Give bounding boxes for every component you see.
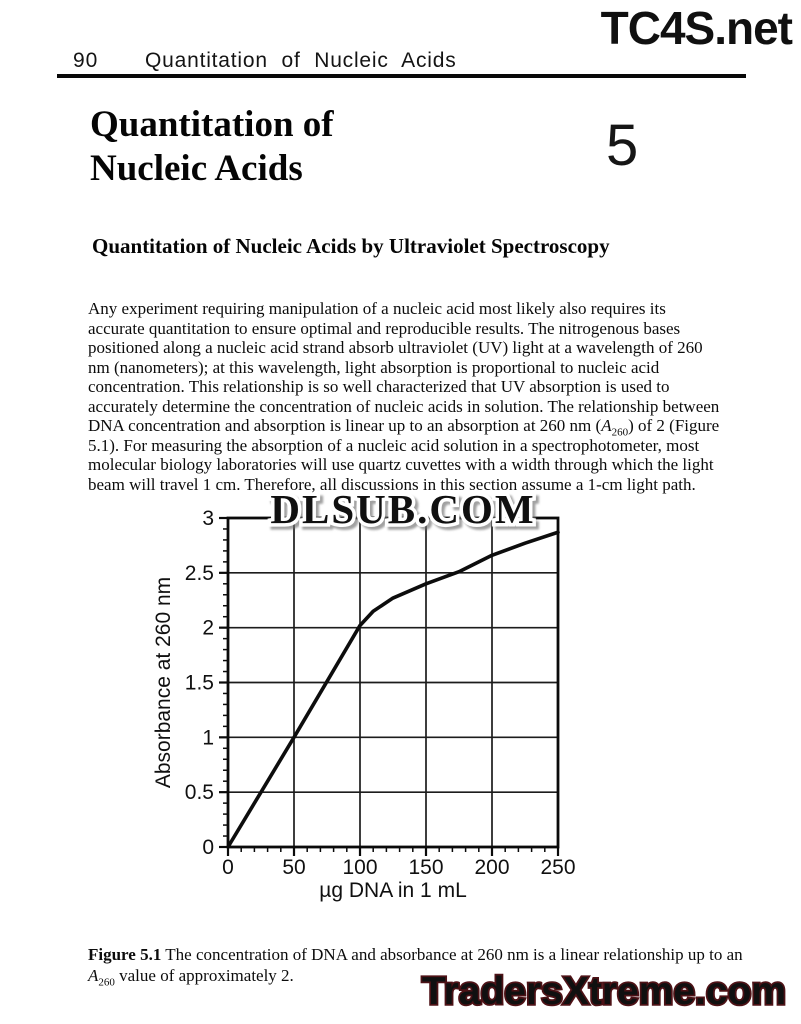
figure-caption: Figure 5.1 The concentration of DNA and … [88, 944, 744, 989]
data-line [226, 530, 560, 849]
watermark-top: TC4S.net [601, 2, 794, 54]
figure-label: Figure 5.1 [88, 945, 162, 964]
y-tick-label: 2 [202, 617, 214, 640]
page-number: 90 [73, 49, 99, 72]
y-tick-label: 3 [202, 507, 214, 530]
watermark-bottom-text: TradersXtreme.com [422, 970, 786, 1013]
chapter-title: Quantitation of Nucleic Acids [90, 103, 334, 191]
y-tick-label: 1 [202, 726, 214, 749]
watermark-chart: DLSUB.COM [267, 483, 537, 536]
chapter-title-line1: Quantitation of [90, 104, 334, 145]
y-tick-label: 1.5 [185, 672, 214, 695]
x-tick-label: 100 [342, 856, 377, 879]
x-tick-label: 50 [282, 856, 305, 879]
x-tick-label: 200 [474, 856, 509, 879]
section-heading: Quantitation of Nucleic Acids by Ultravi… [92, 234, 610, 258]
caption-a260-symbol: A [88, 966, 99, 985]
watermark-chart-text: DLSUB.COM [270, 486, 535, 532]
watermark-top-text: TC4S.net [601, 2, 793, 54]
caption-text-2: value of approximately 2. [114, 966, 294, 985]
header-rule [57, 74, 746, 78]
body-text-2: ) of 2 (Figure 5.1). For measuring the a… [88, 416, 720, 494]
body-text-1: Any experiment requiring manipulation of… [88, 299, 720, 435]
a260-symbol: A [601, 416, 612, 435]
figure-5-1: 0 50 100 150 200 250 0 0.5 1 1.5 2 2.5 3 µg DNA in 1 … [140, 498, 600, 913]
caption-a260-subscript: 260 [98, 976, 115, 989]
x-tick-label: 250 [540, 856, 575, 879]
caption-text-1: The concentration of DNA and absorbance … [161, 945, 743, 964]
chapter-title-line2: Nucleic Acids [90, 148, 303, 189]
running-title: Quantitation of Nucleic Acids [145, 49, 457, 72]
x-tick-label: 150 [408, 856, 443, 879]
body-paragraph: Any experiment requiring manipulation of… [88, 299, 726, 494]
watermark-bottom: TradersXtreme.com [420, 968, 788, 1015]
chapter-number: 5 [606, 113, 639, 178]
x-axis-title: µg DNA in 1 mL [319, 879, 467, 902]
y-tick-label: 2.5 [185, 562, 214, 585]
figure-5-1-chart: 0 50 100 150 200 250 0 0.5 1 1.5 2 2.5 3 µg DNA in 1 … [152, 507, 576, 902]
y-tick-label: 0 [202, 836, 214, 859]
y-tick-label: 0.5 [185, 781, 214, 804]
x-tick-label: 0 [222, 856, 234, 879]
y-axis-title: Absorbance at 260 nm [152, 577, 175, 788]
a260-subscript: 260 [611, 426, 629, 439]
